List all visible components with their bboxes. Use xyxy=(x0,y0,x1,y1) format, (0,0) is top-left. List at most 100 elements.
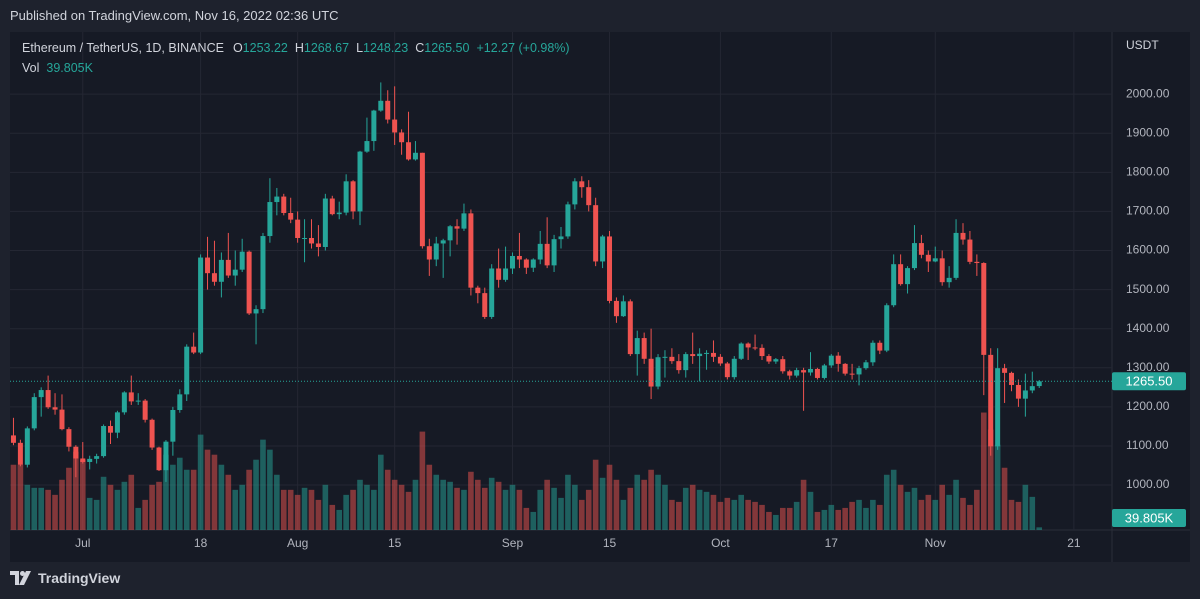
volume-bar xyxy=(613,479,620,530)
candle-body xyxy=(1002,368,1008,373)
volume-bar xyxy=(17,464,24,530)
volume-bar xyxy=(177,457,183,530)
candle-body xyxy=(406,142,412,160)
candle-body xyxy=(177,394,183,410)
volume-bar xyxy=(128,474,135,530)
volume-bar xyxy=(287,489,294,530)
candle-body xyxy=(641,338,647,359)
candle-body xyxy=(281,196,287,213)
last-price-box xyxy=(1112,372,1186,391)
candle-body xyxy=(489,268,495,317)
candle-body xyxy=(66,429,72,447)
candle-body xyxy=(683,354,689,371)
candle-body xyxy=(350,181,356,212)
volume-title: Vol xyxy=(22,61,40,75)
volume-value: 39.805K xyxy=(46,61,93,75)
candle-body xyxy=(1029,386,1035,391)
volume-bar xyxy=(987,429,994,530)
candle-body xyxy=(509,255,515,269)
candle-body xyxy=(357,151,363,212)
volume-bar xyxy=(870,499,876,530)
candle-body xyxy=(697,353,703,357)
volume-bar xyxy=(315,499,322,530)
volume-bar xyxy=(24,484,31,530)
y-tick-label: 1800.00 xyxy=(1126,165,1170,179)
candle-body xyxy=(530,259,536,268)
volume-bar xyxy=(1029,496,1036,530)
volume-bar xyxy=(225,474,232,530)
y-tick-label: 1600.00 xyxy=(1126,243,1170,257)
candle-body xyxy=(211,273,217,282)
candle-body xyxy=(218,259,224,282)
volume-bar xyxy=(953,479,959,530)
volume-bar xyxy=(800,479,807,530)
volume-bar xyxy=(114,489,121,530)
candle-body xyxy=(918,243,924,255)
candle-body xyxy=(787,371,793,376)
volume-bar xyxy=(31,487,38,530)
volume-bar xyxy=(440,479,446,530)
candle-body xyxy=(128,392,134,402)
candle-body xyxy=(454,226,460,229)
volume-bar xyxy=(641,479,647,530)
candle-body xyxy=(586,187,592,206)
y-tick-label: 1000.00 xyxy=(1126,477,1170,491)
volume-bar xyxy=(731,499,738,530)
volume-bar xyxy=(93,499,100,530)
candle-body xyxy=(676,361,682,371)
candle-body xyxy=(170,409,176,442)
volume-bar xyxy=(592,459,599,530)
candle-body xyxy=(724,363,730,378)
candle-body xyxy=(690,354,696,357)
volume-bar xyxy=(814,511,821,530)
candle-body xyxy=(447,226,453,241)
candle-body xyxy=(863,362,869,369)
volume-bar xyxy=(1036,527,1043,530)
volume-bar xyxy=(246,469,252,530)
candle-body xyxy=(412,152,418,160)
candle-body xyxy=(544,243,550,266)
volume-bar xyxy=(391,479,398,530)
x-tick-label: 15 xyxy=(603,536,617,550)
candle-body xyxy=(981,263,987,355)
volume-bar xyxy=(572,484,578,530)
volume-bar xyxy=(405,491,412,530)
candle-body xyxy=(274,196,280,203)
x-tick-label: 18 xyxy=(194,536,208,550)
volume-bar xyxy=(260,439,266,530)
candle-body xyxy=(627,301,633,355)
volume-bar xyxy=(52,494,58,530)
candle-body xyxy=(710,352,716,357)
candle-body xyxy=(731,358,737,378)
candle-body xyxy=(142,400,148,420)
volume-bar xyxy=(1022,484,1029,530)
volume-bar xyxy=(911,487,918,530)
axis-unit: USDT xyxy=(1126,38,1159,52)
symbol: Ethereum / TetherUS, 1D, BINANCE xyxy=(22,41,224,55)
ohlc-value: 1248.23 xyxy=(363,41,409,55)
y-tick-label: 1700.00 xyxy=(1126,204,1170,218)
candle-body xyxy=(648,358,654,387)
candle-body xyxy=(953,232,959,278)
volume-bar xyxy=(849,501,855,530)
volume-bar xyxy=(599,477,606,530)
candle-body xyxy=(302,238,308,240)
candle-body xyxy=(835,355,841,364)
candle-body xyxy=(607,236,613,301)
volume-bar xyxy=(274,474,280,530)
volume-bar xyxy=(371,489,377,530)
candle-body xyxy=(1036,381,1042,387)
volume-bar xyxy=(1015,501,1022,530)
candle-body xyxy=(967,239,973,262)
candles xyxy=(10,82,1042,482)
volume-bar xyxy=(558,497,564,530)
volume-bar xyxy=(717,501,724,530)
volume-bar xyxy=(211,454,218,530)
volume-bar xyxy=(183,469,190,530)
candle-body xyxy=(267,202,273,237)
volume-bar xyxy=(156,481,162,530)
candle-body xyxy=(80,458,86,462)
volume-bar xyxy=(918,499,925,530)
